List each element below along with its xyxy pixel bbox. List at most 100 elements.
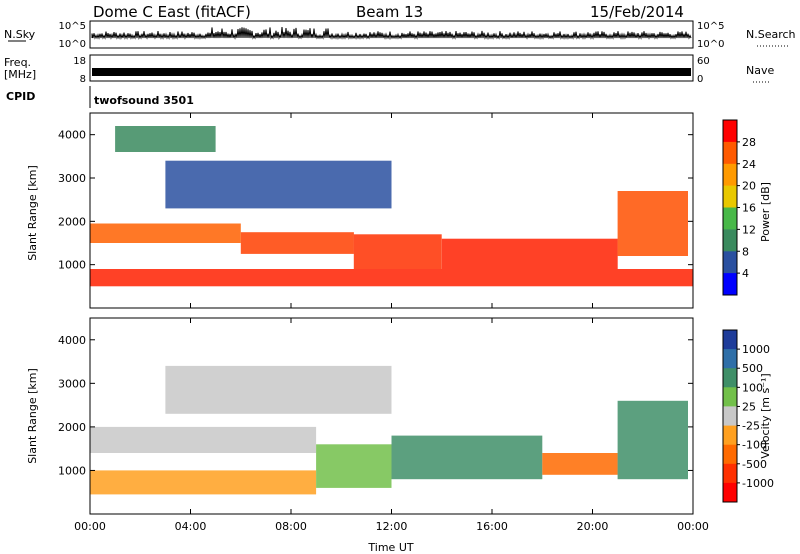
velocity-xlabel: Time UT <box>367 541 413 554</box>
colorbar-swatch-2 <box>723 368 737 388</box>
colorbar-tick-label-3: 16 <box>742 202 756 215</box>
beam-title: Beam 13 <box>356 3 423 21</box>
colorbar-tick-label-6: -500 <box>742 458 767 471</box>
colorbar-swatch-4 <box>723 406 737 426</box>
echo-band-2 <box>316 444 392 488</box>
colorbar-swatch-7 <box>723 273 737 296</box>
xtick-label-2: 08:00 <box>275 520 307 533</box>
echo-band-3 <box>391 435 543 480</box>
colorbar-tick-label-7: -1000 <box>742 477 774 490</box>
velocity-xticks: 00:00 04:00 08:00 12:00 16:00 20:00 00:00 <box>74 318 709 533</box>
velocity-yticks: 1000 2000 3000 4000 <box>58 334 693 477</box>
freq-strip-frame <box>89 54 694 82</box>
colorbar-swatch-1 <box>723 349 737 369</box>
xtick-label-3: 12:00 <box>376 520 408 533</box>
echo-band-6 <box>165 160 392 209</box>
echo-band-1 <box>90 223 241 243</box>
freq-tick-bottom: 8 <box>80 74 86 85</box>
echo-band-5 <box>617 400 688 480</box>
nave-tick-bottom: 0 <box>697 74 703 85</box>
echo-band-2 <box>240 232 354 254</box>
date-title: 15/Feb/2014 <box>590 3 684 21</box>
power-ylabel: Slant Range [km] <box>26 165 39 261</box>
colorbar-tick-label-2: 100 <box>742 381 763 394</box>
echo-band-0 <box>90 269 693 287</box>
colorbar-swatch-1 <box>723 141 737 165</box>
nsky-tick-bottom: 10^0 <box>59 39 86 50</box>
colorbar-swatch-2 <box>723 163 737 187</box>
nsearch-tick-bottom: 10^0 <box>697 39 724 50</box>
echo-band-4 <box>542 453 618 475</box>
velocity-colorbar: 1000 500 100 25 -25 -100 -500 -1000 <box>722 329 774 503</box>
echo-band-7 <box>115 126 216 152</box>
nave-label: Nave <box>746 64 774 77</box>
echo-band-5 <box>617 191 688 256</box>
xtick-label-5: 20:00 <box>577 520 609 533</box>
freq-label-line1: Freq. <box>4 56 31 69</box>
colorbar-swatch-3 <box>723 185 737 208</box>
power-yticks: 1000 2000 3000 4000 <box>58 129 693 272</box>
colorbar-tick-label-5: 8 <box>742 245 749 258</box>
freq-label-line2: [MHz] <box>4 68 36 81</box>
colorbar-tick-label-3: 25 <box>742 400 756 413</box>
xtick-label-0: 00:00 <box>74 520 106 533</box>
colorbar-tick-label-5: -100 <box>742 439 767 452</box>
colorbar-swatch-8 <box>723 482 737 503</box>
nsky-label: N.Sky <box>4 28 36 41</box>
colorbar-swatch-0 <box>723 330 737 350</box>
echo-band-3 <box>353 234 442 269</box>
xtick-label-6: 00:00 <box>677 520 709 533</box>
nsearch-label: N.Search <box>746 28 796 41</box>
colorbar-swatch-0 <box>723 120 737 143</box>
echo-band-0 <box>90 470 317 495</box>
velocity-ylabel: Slant Range [km] <box>26 368 39 464</box>
nsearch-tick-top: 10^5 <box>697 21 724 32</box>
station-title: Dome C East (fitACF) <box>93 3 251 21</box>
power-colorbar-label: Power [dB] <box>759 182 772 242</box>
colorbar-tick-label-0: 1000 <box>742 343 770 356</box>
echo-band-6 <box>165 365 392 414</box>
colorbar-tick-label-1: 24 <box>742 158 756 171</box>
nave-tick-top: 60 <box>697 56 710 67</box>
colorbar-swatch-5 <box>723 425 737 446</box>
nsky-tick-top: 10^5 <box>59 21 86 32</box>
ytick-label-1: 2000 <box>58 421 86 434</box>
colorbar-swatch-4 <box>723 207 737 230</box>
cpid-program: twofsound 3501 <box>94 94 194 107</box>
freq-trace <box>92 68 691 76</box>
xtick-label-1: 04:00 <box>175 520 207 533</box>
colorbar-swatch-7 <box>723 463 737 484</box>
colorbar-tick-label-0: 28 <box>742 136 756 149</box>
power-xticks <box>89 113 694 308</box>
xtick-label-4: 16:00 <box>476 520 508 533</box>
ytick-label-1: 2000 <box>58 215 86 228</box>
colorbar-swatch-3 <box>723 387 737 407</box>
echo-band-4 <box>441 238 618 269</box>
colorbar-swatch-5 <box>723 229 737 252</box>
colorbar-tick-label-6: 4 <box>742 267 749 280</box>
ytick-label-0: 1000 <box>58 464 86 477</box>
ytick-label-3: 4000 <box>58 129 86 142</box>
power-colorbar: 28 24 20 16 12 8 4 <box>722 119 756 296</box>
cpid-label: CPID <box>6 90 35 103</box>
colorbar-swatch-6 <box>723 444 737 465</box>
nsky-trace-line <box>91 27 692 40</box>
freq-tick-top: 18 <box>73 56 86 67</box>
echo-band-1 <box>90 426 317 453</box>
nsky-trace <box>91 27 692 40</box>
colorbar-swatch-6 <box>723 251 737 274</box>
colorbar-tick-label-4: -25 <box>742 420 760 433</box>
colorbar-tick-label-1: 500 <box>742 362 763 375</box>
ytick-label-2: 3000 <box>58 172 86 185</box>
colorbar-frame <box>722 329 738 503</box>
colorbar-tick-label-2: 20 <box>742 180 756 193</box>
nsky-strip-frame <box>89 20 694 49</box>
ytick-label-3: 4000 <box>58 334 86 347</box>
power-marks <box>90 126 693 287</box>
ytick-label-0: 1000 <box>58 259 86 272</box>
velocity-marks <box>90 365 688 495</box>
ytick-label-2: 3000 <box>58 377 86 390</box>
velocity-colorbar-label: Velocity [m s⁻¹] <box>759 373 772 458</box>
colorbar-tick-label-4: 12 <box>742 223 756 236</box>
